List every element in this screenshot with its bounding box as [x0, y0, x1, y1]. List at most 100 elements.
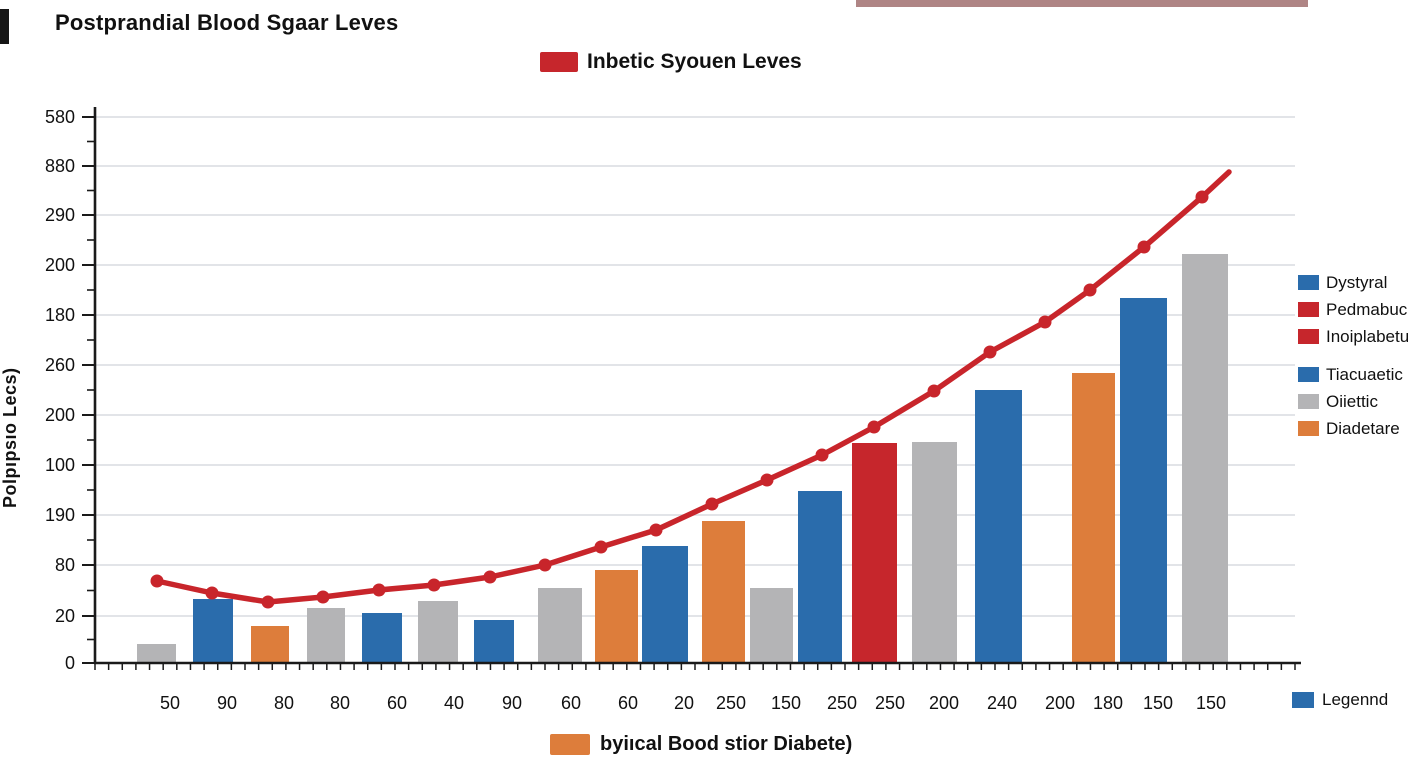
right-legend-item: Diadetare	[1298, 418, 1408, 439]
line-marker	[927, 384, 941, 398]
line-marker	[983, 345, 997, 359]
bottom-right-legend: Legennd	[1292, 690, 1388, 710]
bar-orange	[702, 521, 745, 663]
bar-orange	[251, 626, 289, 663]
right-legend-group: Tiacuaetic Oiiettic Diadetare	[1298, 364, 1408, 439]
x-tick-label: 60	[618, 693, 638, 713]
y-tick-label: 80	[55, 555, 75, 575]
bar-blue	[362, 613, 402, 663]
line-marker	[483, 570, 497, 584]
line-marker	[1038, 315, 1052, 329]
x-tick-label: 200	[1045, 693, 1075, 713]
y-tick-label: 260	[45, 355, 75, 375]
bar-blue	[474, 620, 514, 663]
bar-orange	[1072, 373, 1115, 663]
x-tick-label: 250	[716, 693, 746, 713]
bottom-right-legend-swatch-icon	[1292, 692, 1314, 708]
line-marker	[316, 590, 330, 604]
right-legend: Dystyral Pedmabuc Inoiplabetu Tiacuaetic Oii…	[1298, 272, 1408, 456]
bar-blue	[975, 390, 1022, 663]
legend-swatch-icon	[1298, 329, 1319, 344]
legend-swatch-icon	[1298, 302, 1319, 317]
bar-gray	[912, 442, 957, 663]
legend-swatch-icon	[1298, 275, 1319, 290]
line-marker	[1137, 240, 1151, 254]
y-tick-label: 20	[55, 606, 75, 626]
trend-line	[154, 169, 1232, 605]
bar-blue	[1120, 298, 1167, 663]
legend-swatch-icon	[1298, 367, 1319, 382]
y-tick-label: 180	[45, 305, 75, 325]
right-legend-item: Tiacuaetic	[1298, 364, 1408, 385]
y-tick-label: 200	[45, 255, 75, 275]
x-tick-label: 60	[561, 693, 581, 713]
x-tick-label: 80	[274, 693, 294, 713]
bar-gray	[1182, 254, 1228, 663]
legend-item-label: Dystyral	[1326, 272, 1388, 292]
x-tick-label: 150	[1196, 693, 1226, 713]
right-legend-item: Dystyral	[1298, 272, 1408, 293]
bottom-legend: byiıcal Bood stior Diabete)	[550, 733, 852, 756]
y-tick-label: 100	[45, 455, 75, 475]
top-right-artifact	[856, 0, 1308, 7]
legend-item-label: Diadetare	[1326, 418, 1400, 438]
line-marker	[1083, 283, 1097, 297]
x-tick-label: 250	[827, 693, 857, 713]
y-tick-label: 200	[45, 405, 75, 425]
x-tick-label: 80	[330, 693, 350, 713]
x-tick-label: 200	[929, 693, 959, 713]
x-tick-label: 240	[987, 693, 1017, 713]
bottom-legend-swatch-icon	[550, 734, 590, 755]
line-marker	[427, 578, 441, 592]
x-tick-label: 90	[502, 693, 522, 713]
right-legend-item: Inoiplabetu	[1298, 326, 1408, 347]
x-tick-label: 150	[1143, 693, 1173, 713]
right-legend-item: Pedmabuc	[1298, 299, 1408, 320]
x-tick-label: 250	[875, 693, 905, 713]
legend-swatch-icon	[1298, 421, 1319, 436]
line-marker	[705, 497, 719, 511]
line-marker	[1195, 190, 1209, 204]
bar-orange	[595, 570, 638, 663]
x-tick-label: 60	[387, 693, 407, 713]
chart-title: Postprandial Blood Sgaar Leves	[55, 10, 399, 35]
line-marker	[594, 540, 608, 554]
bar-gray	[538, 588, 582, 663]
y-tick-label: 880	[45, 156, 75, 176]
bar-blue	[193, 599, 233, 663]
line-marker	[372, 583, 386, 597]
line-marker	[815, 448, 829, 462]
x-tick-label: 90	[217, 693, 237, 713]
x-tick-label: 150	[771, 693, 801, 713]
x-tick-label: 20	[674, 693, 694, 713]
legend-item-label: Oiiettic	[1326, 391, 1378, 411]
x-tick-label: 40	[444, 693, 464, 713]
legend-item-label: Pedmabuc	[1326, 299, 1408, 319]
legend-item-label: Inoiplabetu	[1326, 326, 1408, 346]
top-left-artifact	[0, 9, 9, 44]
right-legend-item: Oiiettic	[1298, 391, 1408, 412]
top-legend-swatch-icon	[540, 52, 578, 72]
line-marker	[760, 473, 774, 487]
right-legend-group: Dystyral Pedmabuc Inoiplabetu	[1298, 272, 1408, 347]
bar-blue	[798, 491, 842, 663]
bar-gray	[418, 601, 458, 663]
y-tick-label: 580	[45, 107, 75, 127]
line-marker	[205, 586, 219, 600]
y-tick-label: 290	[45, 205, 75, 225]
x-tick-label: 180	[1093, 693, 1123, 713]
y-tick-label: 0	[65, 653, 75, 673]
y-tick-label: 190	[45, 505, 75, 525]
bottom-right-legend-label: Legennd	[1322, 690, 1389, 709]
bar-gray	[750, 588, 793, 663]
line-marker	[261, 595, 275, 609]
top-legend: Inbetic Syouen Leves	[540, 50, 802, 74]
line-marker	[150, 574, 164, 588]
legend-item-label: Tiacuaetic	[1326, 364, 1403, 384]
bar-gray	[137, 644, 176, 663]
bar-blue	[642, 546, 688, 663]
bottom-legend-label: byiıcal Bood stior Diabete)	[600, 733, 853, 755]
bar-gray	[307, 608, 345, 663]
line-marker	[649, 523, 663, 537]
